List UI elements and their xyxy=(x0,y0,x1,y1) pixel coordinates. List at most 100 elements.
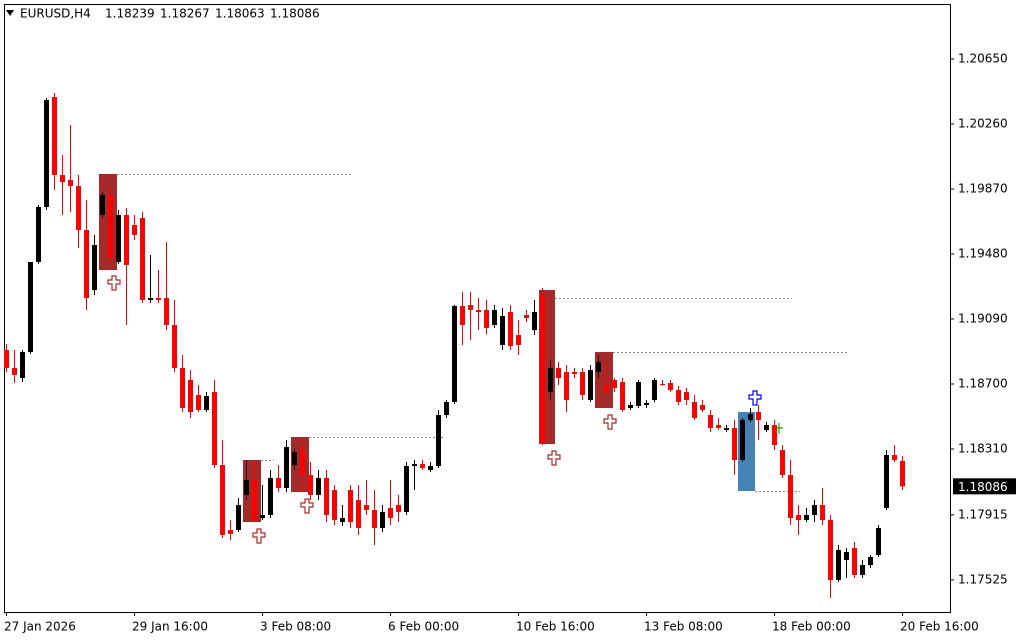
candle-body xyxy=(740,420,745,460)
header-low: 1.18063 xyxy=(215,7,265,21)
candle-body xyxy=(612,380,617,388)
candle-body xyxy=(796,515,801,520)
y-tick-label: 1.17915 xyxy=(958,507,1008,521)
y-tick-label: 1.17525 xyxy=(958,572,1008,586)
candle-body xyxy=(676,390,681,402)
candle-body xyxy=(20,352,25,378)
candle-body xyxy=(4,350,9,368)
candle-body xyxy=(492,310,497,325)
candle-body xyxy=(844,552,849,560)
candle-body xyxy=(828,520,833,580)
candle-body xyxy=(836,550,841,580)
candle-body xyxy=(60,175,65,182)
candle-body xyxy=(772,425,777,445)
candle-body xyxy=(708,415,713,428)
candle-body xyxy=(140,218,145,300)
candle-body xyxy=(28,262,33,352)
candle-body xyxy=(476,310,481,312)
candle-body xyxy=(108,195,113,258)
price-box-label: 1.18086 xyxy=(958,480,1008,494)
candle-body xyxy=(12,368,17,375)
candle-body xyxy=(404,466,409,512)
x-tick-label: 6 Feb 00:00 xyxy=(388,620,459,634)
candle-body xyxy=(164,298,169,325)
candle-body xyxy=(516,335,521,345)
candle-body xyxy=(852,548,857,575)
candle-body xyxy=(100,195,105,215)
candle-body xyxy=(116,215,121,262)
candle-body xyxy=(236,505,241,530)
candle-body xyxy=(652,380,657,400)
candle-body xyxy=(644,403,649,405)
candle-body xyxy=(372,510,377,528)
x-tick-label: 10 Feb 16:00 xyxy=(516,620,595,634)
candle-body xyxy=(524,315,529,318)
y-tick-label: 1.18700 xyxy=(958,377,1008,391)
candle-body xyxy=(580,372,585,395)
candle-body xyxy=(308,475,313,495)
candle-body xyxy=(604,385,609,392)
candle-body xyxy=(460,306,465,325)
candle-body xyxy=(148,298,153,300)
x-tick-label: 18 Feb 00:00 xyxy=(772,620,851,634)
candle-body xyxy=(260,515,265,518)
candle-body xyxy=(412,464,417,466)
y-tick-label: 1.20260 xyxy=(958,117,1008,131)
candle-body xyxy=(548,368,553,392)
candle-body xyxy=(348,490,353,522)
menu-arrow[interactable] xyxy=(6,10,14,16)
candle-body xyxy=(596,362,601,372)
candle-body xyxy=(84,230,89,298)
candle-body xyxy=(636,382,641,406)
candle-body xyxy=(820,505,825,520)
x-tick-label: 3 Feb 08:00 xyxy=(260,620,331,634)
candle-body xyxy=(340,518,345,522)
x-tick-label: 20 Feb 16:00 xyxy=(900,620,979,634)
candle-body xyxy=(68,180,73,186)
candle-body xyxy=(268,478,273,515)
candle-body xyxy=(660,384,665,385)
candle-body xyxy=(156,298,161,300)
candle-body xyxy=(556,368,561,378)
candle-body xyxy=(212,392,217,465)
candle-body xyxy=(196,395,201,410)
candle-body xyxy=(588,370,593,400)
sell-marker xyxy=(252,528,266,544)
candle-body xyxy=(812,505,817,515)
candle-body xyxy=(868,557,873,565)
price-box xyxy=(953,478,1016,495)
header-open: 1.18239 xyxy=(105,7,155,21)
candle-body xyxy=(572,372,577,374)
candle-body xyxy=(180,368,185,408)
candle-body xyxy=(452,306,457,402)
candle-body xyxy=(716,425,721,428)
x-tick-label: 27 Jan 2026 xyxy=(4,620,76,634)
candle-body xyxy=(44,100,49,207)
candle-body xyxy=(876,528,881,555)
candle-body xyxy=(508,312,513,346)
candle-body xyxy=(356,500,361,528)
candle-body xyxy=(188,380,193,412)
candle-body xyxy=(132,225,137,235)
candle-body xyxy=(532,312,537,330)
candle-body xyxy=(244,480,249,495)
candle-body xyxy=(668,383,673,390)
candle-body xyxy=(804,515,809,520)
candle-body xyxy=(292,452,297,465)
candle-body xyxy=(276,478,281,488)
candle-body xyxy=(428,466,433,470)
candle-body xyxy=(468,305,473,310)
candle-body xyxy=(628,405,633,408)
candle-body xyxy=(684,392,689,400)
candle-body xyxy=(500,316,505,345)
header-close: 1.18086 xyxy=(270,7,320,21)
x-tick-label: 29 Jan 16:00 xyxy=(132,620,208,634)
candle-body xyxy=(380,512,385,528)
candle-body xyxy=(284,447,289,488)
candle-body xyxy=(692,402,697,418)
candle-body xyxy=(92,245,97,290)
candle-body xyxy=(540,295,545,443)
candle-body xyxy=(732,428,737,460)
y-tick-label: 1.19480 xyxy=(958,247,1008,261)
